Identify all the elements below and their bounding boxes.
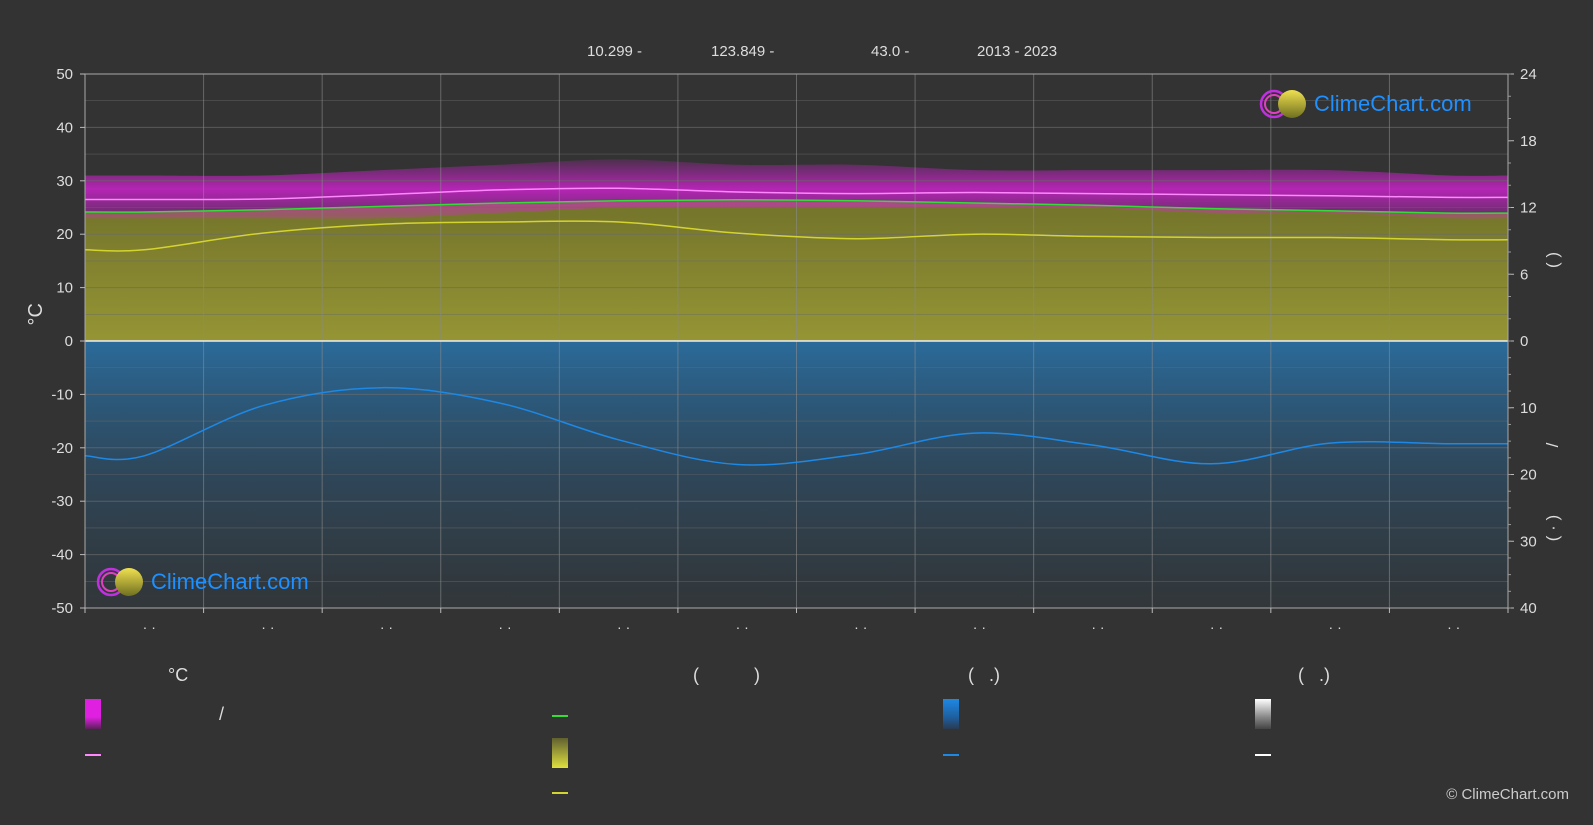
legend-swatch-rain bbox=[943, 699, 959, 729]
legend-swatch-snow bbox=[1255, 699, 1271, 729]
left-tick-label: -50 bbox=[51, 600, 73, 617]
header-elev: 43.0 - bbox=[871, 43, 910, 60]
header-lat: 10.299 - bbox=[587, 43, 643, 60]
month-label: · · bbox=[617, 619, 630, 635]
left-tick-label: 10 bbox=[56, 280, 73, 297]
legend-line-rain bbox=[943, 754, 959, 756]
legend-swatch-temp-range bbox=[85, 699, 101, 729]
logo-bottom[interactable]: ClimeChart.com bbox=[95, 566, 309, 598]
right-axis-label: ( ) bbox=[1543, 252, 1562, 268]
left-tick-label: -10 bbox=[51, 386, 73, 403]
left-tick-label: -40 bbox=[51, 547, 73, 564]
legend-title-temperature: °C bbox=[168, 665, 189, 685]
legend-title-sunshine: ( ) bbox=[693, 665, 760, 685]
legend-line-temp-mean bbox=[85, 754, 101, 756]
right-tick-label: 6 bbox=[1520, 266, 1528, 283]
logo-icon bbox=[96, 567, 143, 597]
right-tick-label: 20 bbox=[1520, 467, 1537, 484]
copyright: © ClimeChart.com bbox=[1446, 786, 1569, 803]
right-tick-label: 18 bbox=[1520, 133, 1537, 150]
right-tick-label: 0 bbox=[1520, 333, 1528, 350]
daylight-line bbox=[84, 198, 1509, 214]
temp-mean-line bbox=[84, 187, 1509, 201]
precipitation-line bbox=[84, 386, 1509, 466]
legend-title-snow: ( .) bbox=[1298, 665, 1330, 685]
left-tick-label: -20 bbox=[51, 440, 73, 457]
header-years: 2013 - 2023 bbox=[977, 43, 1058, 60]
month-label: · · bbox=[736, 619, 749, 635]
logo-text: ClimeChart.com bbox=[1314, 91, 1472, 116]
month-label: · · bbox=[143, 619, 156, 635]
right-tick-label: 30 bbox=[1520, 533, 1537, 550]
month-label: · · bbox=[1091, 619, 1104, 635]
month-label: · · bbox=[1329, 619, 1342, 635]
left-tick-label: 20 bbox=[56, 226, 73, 243]
right-tick-label: 10 bbox=[1520, 400, 1537, 417]
left-axis-label: °C bbox=[25, 303, 47, 325]
left-tick-label: 30 bbox=[56, 173, 73, 190]
legend-line-snow bbox=[1255, 754, 1271, 756]
month-label: · · bbox=[973, 619, 986, 635]
left-tick-label: 50 bbox=[56, 66, 73, 83]
header-lon: 123.849 - bbox=[711, 43, 775, 60]
logo-text: ClimeChart.com bbox=[151, 569, 309, 594]
right-axis-label: ( · ) bbox=[1543, 515, 1562, 541]
right-tick-label: 24 bbox=[1520, 66, 1537, 83]
sunshine-line bbox=[84, 220, 1509, 252]
right-tick-label: 12 bbox=[1520, 200, 1537, 217]
legend-line-sunshine bbox=[552, 792, 568, 794]
right-tick-label: 40 bbox=[1520, 600, 1537, 617]
month-label: · · bbox=[261, 619, 274, 635]
month-label: · · bbox=[498, 619, 511, 635]
month-label: · · bbox=[1210, 619, 1223, 635]
legend-line-daylight bbox=[552, 715, 568, 717]
legend-temp-slash: / bbox=[219, 704, 225, 724]
logo-icon bbox=[1259, 89, 1306, 119]
left-tick-label: -30 bbox=[51, 493, 73, 510]
month-label: · · bbox=[380, 619, 393, 635]
month-label: · · bbox=[854, 619, 867, 635]
month-label: · · bbox=[1447, 619, 1460, 635]
left-tick-label: 40 bbox=[56, 119, 73, 136]
legend-swatch-sunshine bbox=[552, 738, 568, 768]
right-axis-label: / bbox=[1543, 442, 1562, 447]
legend-title-rain: ( .) bbox=[968, 665, 1000, 685]
logo-top[interactable]: ClimeChart.com bbox=[1258, 88, 1472, 120]
left-tick-label: 0 bbox=[65, 333, 73, 350]
